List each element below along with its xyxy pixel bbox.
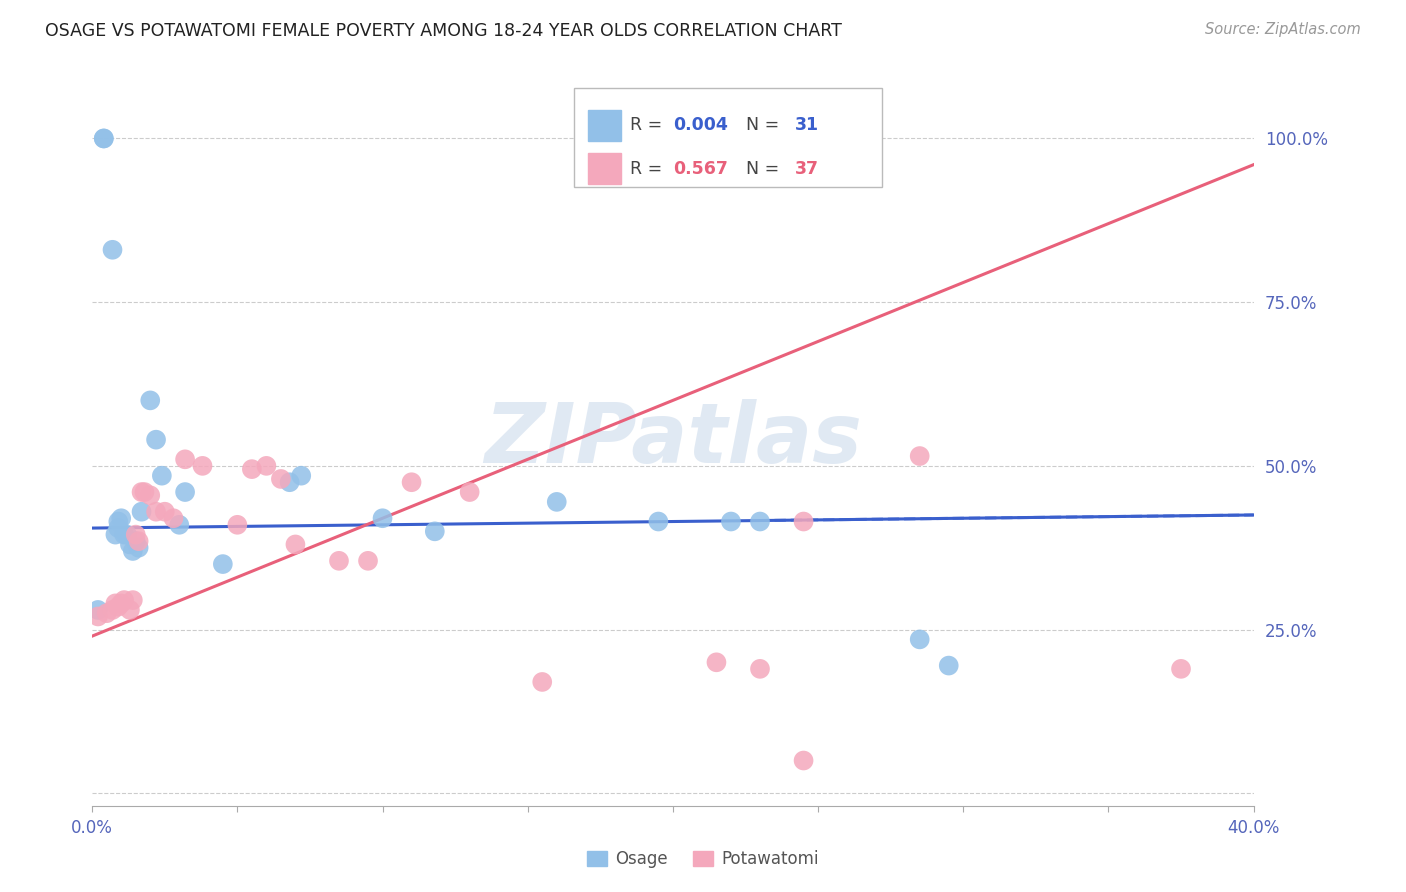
Point xyxy=(401,475,423,490)
Point xyxy=(101,603,124,617)
Point xyxy=(793,754,815,768)
Point xyxy=(121,544,143,558)
Text: R =: R = xyxy=(630,116,668,135)
Point xyxy=(153,505,176,519)
Text: 0.567: 0.567 xyxy=(673,160,728,178)
Point xyxy=(720,515,742,529)
Point xyxy=(131,505,153,519)
Point xyxy=(101,243,124,257)
Point xyxy=(125,527,148,541)
Point xyxy=(908,632,931,647)
Point xyxy=(121,593,143,607)
Point xyxy=(647,515,669,529)
Point xyxy=(107,515,129,529)
Bar xyxy=(588,153,620,185)
Point xyxy=(145,433,167,447)
Point xyxy=(107,599,129,614)
Point xyxy=(1170,662,1192,676)
Point xyxy=(328,554,350,568)
Point xyxy=(145,505,167,519)
Point xyxy=(115,527,138,541)
Point xyxy=(134,485,156,500)
Point xyxy=(107,521,129,535)
Text: 31: 31 xyxy=(794,116,818,135)
Point xyxy=(226,517,249,532)
Point xyxy=(118,537,141,551)
Text: ZIPatlas: ZIPatlas xyxy=(484,399,862,480)
Bar xyxy=(588,110,620,141)
Point xyxy=(125,534,148,549)
Text: Source: ZipAtlas.com: Source: ZipAtlas.com xyxy=(1205,22,1361,37)
Point xyxy=(139,393,162,408)
Text: 0.004: 0.004 xyxy=(673,116,728,135)
Text: N =: N = xyxy=(747,160,785,178)
Point xyxy=(793,515,815,529)
Point xyxy=(284,537,307,551)
Point xyxy=(254,458,277,473)
Point xyxy=(169,517,191,532)
Point xyxy=(150,468,173,483)
Point xyxy=(131,485,153,500)
Text: R =: R = xyxy=(630,160,668,178)
Point xyxy=(211,557,233,571)
Point xyxy=(749,515,772,529)
Point xyxy=(749,662,772,676)
Point xyxy=(112,527,135,541)
Text: N =: N = xyxy=(747,116,785,135)
Point xyxy=(706,655,728,669)
Point xyxy=(118,603,141,617)
Point xyxy=(191,458,214,473)
Point xyxy=(174,452,197,467)
Point xyxy=(162,511,184,525)
Point xyxy=(423,524,446,539)
Legend: Osage, Potawatomi: Osage, Potawatomi xyxy=(581,844,825,875)
Point xyxy=(87,609,110,624)
Point xyxy=(908,449,931,463)
Point xyxy=(93,131,115,145)
Point xyxy=(458,485,481,500)
Point xyxy=(938,658,960,673)
Point xyxy=(128,534,150,549)
Point xyxy=(128,541,150,555)
Point xyxy=(371,511,394,525)
Point xyxy=(270,472,292,486)
Point xyxy=(112,593,135,607)
Point xyxy=(290,468,312,483)
Point xyxy=(357,554,380,568)
Point xyxy=(546,495,568,509)
FancyBboxPatch shape xyxy=(574,87,882,186)
Point xyxy=(240,462,263,476)
Text: 37: 37 xyxy=(794,160,818,178)
Point xyxy=(96,606,118,620)
Point xyxy=(110,596,132,610)
Point xyxy=(87,603,110,617)
Point xyxy=(278,475,301,490)
Point xyxy=(104,527,127,541)
Point xyxy=(110,511,132,525)
Point xyxy=(93,131,115,145)
Text: OSAGE VS POTAWATOMI FEMALE POVERTY AMONG 18-24 YEAR OLDS CORRELATION CHART: OSAGE VS POTAWATOMI FEMALE POVERTY AMONG… xyxy=(45,22,842,40)
Point xyxy=(531,675,554,690)
Point xyxy=(104,596,127,610)
Point xyxy=(174,485,197,500)
Point xyxy=(139,488,162,502)
